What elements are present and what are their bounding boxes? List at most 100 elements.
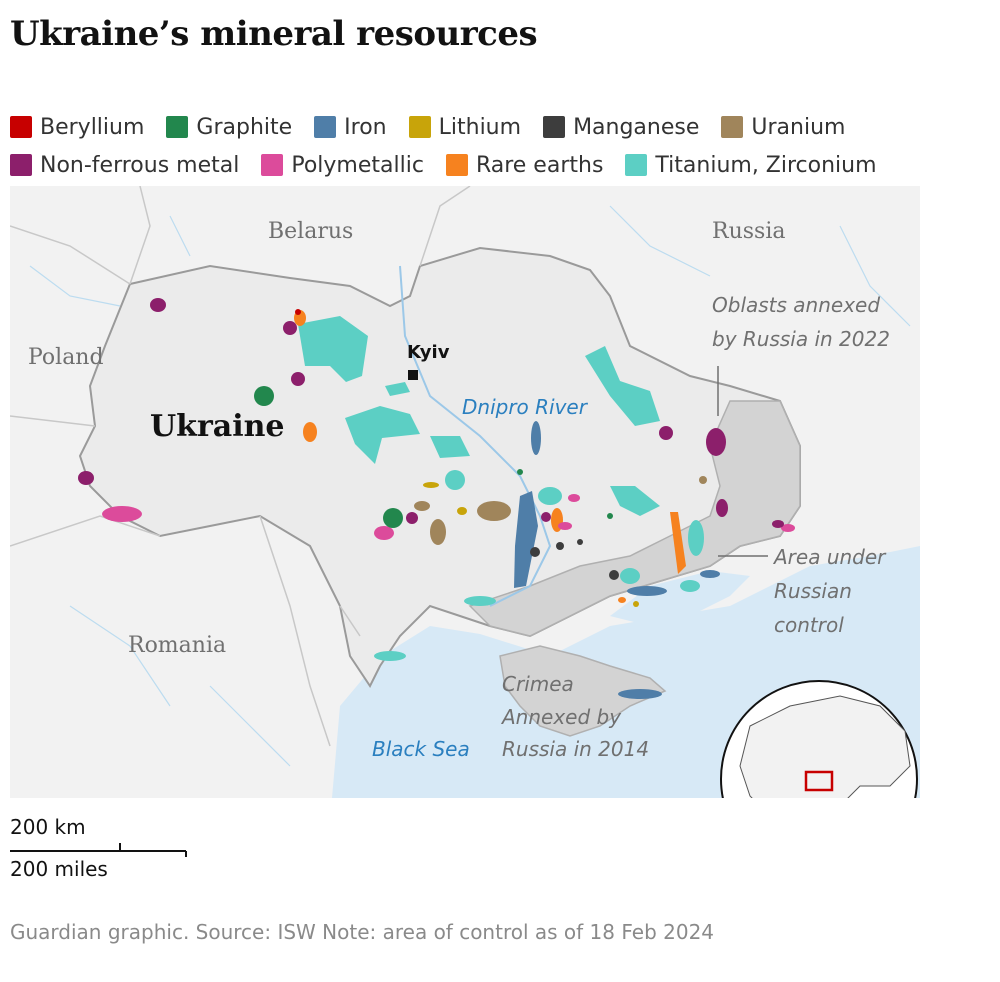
legend-swatch [445,154,468,176]
deposit [414,501,430,511]
scale-bar: 200 km 200 miles [10,815,190,881]
legend-label: Manganese [573,114,700,140]
legend-item-uranium: Uranium [721,115,845,140]
label-ukraine: Ukraine [150,409,285,444]
annotation-line: Oblasts annexed [712,293,880,317]
border-romania [10,515,361,747]
legend-label: Non-ferrous metal [40,152,240,178]
label-belarus: Belarus [268,219,353,244]
deposit [781,524,795,532]
deposit [150,298,166,312]
deposits-graphite [254,386,613,528]
deposits-beryllium [295,309,301,315]
legend-item-polymetallic: Polymetallic [261,153,424,178]
deposit [688,520,704,556]
label-romania: Romania [128,633,226,658]
legend-swatch [166,116,189,138]
label-kyiv: Kyiv [407,342,450,363]
deposit [291,372,305,386]
crimea [499,645,667,737]
legend-item-rare-earths: Rare earths [445,153,603,178]
deposits-non-ferrous [78,298,784,528]
legend-swatch [261,154,284,176]
deposit [531,421,541,455]
deposit [659,426,673,440]
annotation-line: Russia in 2014 [502,737,649,761]
deposit [699,476,707,484]
deposit [303,422,317,442]
deposit [530,547,540,557]
annotation-line: control [774,613,844,637]
deposit [406,512,418,524]
deposit [577,539,583,545]
scale-line [10,843,187,857]
deposit [607,513,613,519]
deposit [633,601,639,607]
legend-item-iron: Iron [314,115,387,140]
legend-label: Lithium [438,114,522,140]
deposit [78,471,94,485]
source-note: Guardian graphic. Source: ISW Note: area… [10,920,715,944]
legend-swatch [314,116,337,138]
annotation-line: Area under [772,545,887,569]
legend-label: Uranium [751,114,846,140]
scale-km-label: 200 km [10,815,86,839]
deposit [298,316,368,382]
border-poland [10,225,131,427]
annotation-oblasts: Oblasts annexed by Russia in 2022 [712,293,890,351]
legend-item-beryllium: Beryllium [10,115,144,140]
deposit [477,501,511,521]
deposits-lithium [423,482,639,607]
deposit [457,507,467,515]
label-dnipro-river: Dnipro River [462,395,589,419]
deposit [541,512,551,522]
label-russia: Russia [712,219,785,244]
legend-item-lithium: Lithium [408,114,522,140]
dnipro-river [399,265,552,607]
legend-swatch [408,116,431,138]
deposit [383,508,403,528]
legend-label: Polymetallic [291,152,424,178]
deposits-polymetallic [102,494,795,540]
kyiv-marker [408,370,418,380]
legend-swatch [543,116,566,138]
deposit [556,542,564,550]
globe-ukraine-highlight [804,770,834,792]
deposit [558,522,572,530]
deposit [345,406,420,464]
deposits-uranium [414,476,707,545]
legend-item-non-ferrous: Non-ferrous metal [10,153,239,178]
chart-title: Ukraine’s mineral resources [10,14,538,54]
annotation-line: by Russia in 2022 [712,327,890,351]
deposit [423,482,439,488]
deposit [538,487,562,505]
deposit [618,597,626,603]
sea-of-azov [610,571,750,626]
map: Belarus Russia Poland Romania Ukraine Ky… [10,186,920,798]
legend-item-titanium: Titanium, Zirconium [625,153,877,178]
deposit [385,382,410,396]
legend-row-2: Non-ferrous metal Polymetallic Rare eart… [10,146,990,184]
deposits-manganese [530,539,619,580]
deposit [610,486,660,516]
deposit [618,689,662,699]
deposits-titanium [298,316,704,661]
deposit [102,506,142,522]
deposit [254,386,274,406]
legend-swatch [10,116,32,138]
deposit [670,512,686,574]
legend-item-manganese: Manganese [543,115,699,140]
legend: Beryllium Graphite Iron Lithium Manganes… [10,108,990,184]
annotation-line: Annexed by [500,705,622,729]
annotation-line: Crimea [502,672,574,696]
annotation-crimea: Crimea Annexed by Russia in 2014 [500,672,649,761]
deposit [568,494,580,502]
legend-row-1: Beryllium Graphite Iron Lithium Manganes… [10,108,990,146]
deposit [445,470,465,490]
legend-label: Beryllium [40,114,145,140]
deposit [716,499,728,517]
label-poland: Poland [28,345,104,370]
deposits-iron [514,421,720,699]
deposit [585,346,660,426]
deposit [374,526,394,540]
